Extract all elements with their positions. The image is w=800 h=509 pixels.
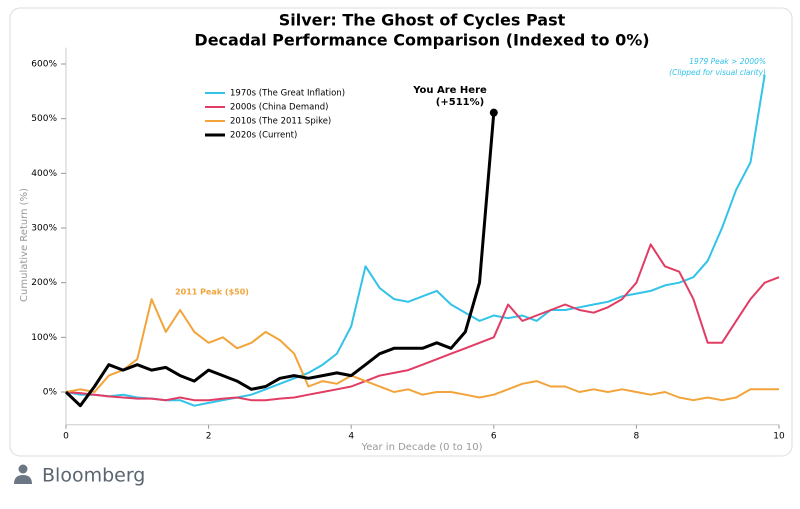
annotation: 1979 Peak > 2000% bbox=[689, 57, 766, 66]
series-line bbox=[65, 298, 779, 402]
current-marker bbox=[489, 108, 498, 117]
series-line bbox=[65, 74, 766, 407]
annotation: You Are Here bbox=[412, 85, 487, 96]
series-line bbox=[64, 112, 496, 408]
series-line bbox=[65, 243, 780, 402]
y-tick-label: 200% bbox=[31, 278, 57, 288]
legend-label: 1970s (The Great Inflation) bbox=[230, 89, 345, 99]
legend-label: 2000s (China Demand) bbox=[230, 103, 328, 113]
x-tick-label: 10 bbox=[773, 431, 785, 441]
y-tick-label: 300% bbox=[31, 224, 57, 234]
y-tick-label: 500% bbox=[31, 114, 57, 124]
y-tick-label: 0% bbox=[43, 388, 58, 398]
x-axis-label: Year in Decade (0 to 10) bbox=[360, 442, 482, 453]
source: Bloomberg bbox=[42, 465, 145, 487]
legend-label: 2020s (Current) bbox=[230, 131, 297, 141]
chart-title: Silver: The Ghost of Cycles Past bbox=[279, 11, 566, 30]
x-tick-label: 6 bbox=[491, 431, 497, 441]
y-axis-label: Cumulative Return (%) bbox=[19, 188, 30, 302]
annotation: 2011 Peak ($50) bbox=[175, 288, 249, 297]
x-tick-label: 0 bbox=[63, 431, 69, 441]
annotation: (+511%) bbox=[436, 97, 484, 108]
legend-label: 2010s (The 2011 Spike) bbox=[230, 117, 331, 127]
y-tick-label: 600% bbox=[31, 60, 57, 70]
x-tick-label: 8 bbox=[634, 431, 640, 441]
x-tick-label: 2 bbox=[206, 431, 212, 441]
annotation: (Clipped for visual clarity) bbox=[669, 68, 766, 77]
x-tick-label: 4 bbox=[348, 431, 354, 441]
y-tick-label: 400% bbox=[31, 169, 57, 179]
y-tick-label: 100% bbox=[31, 333, 57, 343]
source-icon bbox=[14, 464, 32, 484]
chart-subtitle: Decadal Performance Comparison (Indexed … bbox=[194, 31, 649, 50]
